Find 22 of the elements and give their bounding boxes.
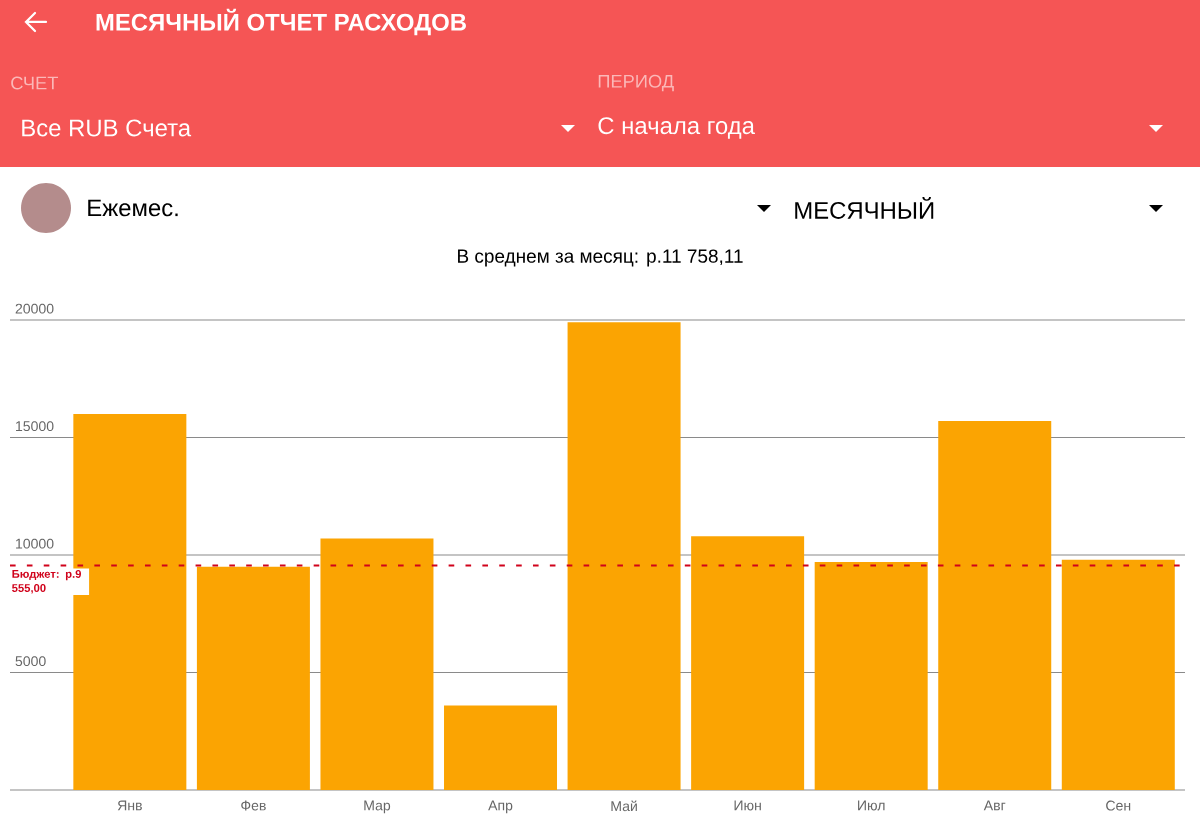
- ref-line-label: Бюджет: р.9 555,00: [12, 569, 82, 594]
- x-tick-label: Май: [611, 800, 637, 812]
- x-tick-label: Авг: [983, 800, 1006, 811]
- x-tick-label: Фев: [241, 800, 266, 811]
- y-tick-label: 5000: [15, 656, 46, 667]
- text: МЕСЯЧНЫЙ: [795, 197, 934, 219]
- x-tick-label: Июл: [858, 800, 885, 811]
- text: Ежемес.: [88, 199, 178, 217]
- chart-title: МЕСЯЧНЫЙ ОТЧЕТ РАСХОДОВ: [96, 8, 466, 36]
- text: ПЕРИОД: [598, 74, 674, 92]
- x-tick-label: Янв: [117, 800, 142, 811]
- chart-subtitle: В среднем за месяц: р.11 758,11: [458, 249, 743, 267]
- y-tick-label: 20000: [15, 303, 54, 314]
- text: С начала года: [598, 117, 755, 139]
- x-tick-label: Сен: [1106, 800, 1131, 811]
- x-tick-label: Июн: [734, 800, 761, 811]
- x-tick-label: Мар: [364, 800, 391, 814]
- y-tick-label: 10000: [16, 538, 54, 549]
- x-tick-label: Апр: [488, 800, 513, 814]
- text: СЧЕТ: [11, 76, 58, 90]
- y-tick-label: 15000: [16, 421, 54, 432]
- text: Все RUB Счета: [22, 119, 192, 137]
